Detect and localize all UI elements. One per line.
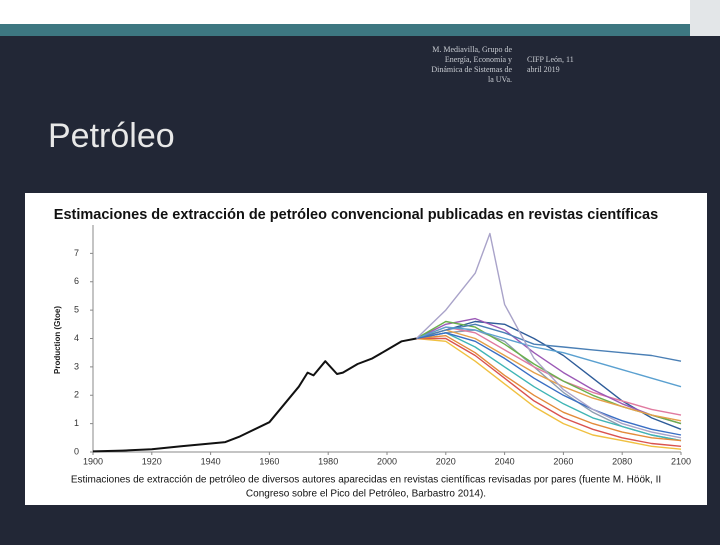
x-tick-label: 2080 (612, 456, 632, 466)
author-line: Dinámica de Sistemas de (431, 65, 512, 74)
y-tick-label: 1 (74, 418, 79, 428)
series-line (416, 337, 682, 450)
y-tick-label: 4 (74, 333, 79, 343)
event-line: CIFP León, 11 (527, 55, 574, 64)
chart-title: Estimaciones de extracción de petróleo c… (54, 207, 658, 223)
caption-line: Estimaciones de extracción de petróleo d… (71, 475, 661, 486)
x-tick-label: 2000 (377, 456, 397, 466)
author-line: la UVa. (488, 75, 512, 84)
y-tick-label: 6 (74, 276, 79, 286)
event-line: abril 2019 (527, 65, 560, 74)
y-tick-label: 5 (74, 305, 79, 315)
author-line: M. Mediavilla, Grupo de (432, 45, 512, 54)
series-line (416, 335, 682, 442)
series-line (416, 326, 682, 388)
y-axis-label: Production (Gtoe) (53, 306, 62, 374)
x-tick-label: 1960 (259, 456, 279, 466)
accent-bar (0, 24, 720, 36)
series-line (416, 323, 682, 362)
y-tick-label: 0 (74, 446, 79, 456)
slide-title: Petróleo (48, 117, 175, 155)
corner-block (690, 0, 720, 36)
y-tick-label: 3 (74, 361, 79, 371)
series-line (415, 232, 682, 439)
x-tick-label: 2040 (495, 456, 515, 466)
series-line (92, 337, 417, 453)
x-tick-label: 2100 (671, 456, 691, 466)
y-tick-label: 2 (74, 390, 79, 400)
x-tick-label: 2060 (553, 456, 573, 466)
author-line: Energía, Economía y (445, 55, 512, 64)
series-line (416, 332, 682, 442)
x-tick-label: 1980 (318, 456, 338, 466)
series-line (416, 332, 682, 436)
series-line (416, 329, 682, 422)
x-tick-label: 1900 (83, 456, 103, 466)
image-box (25, 193, 707, 505)
x-tick-label: 2020 (436, 456, 456, 466)
x-tick-label: 1940 (201, 456, 221, 466)
x-tick-label: 1920 (142, 456, 162, 466)
y-tick-label: 7 (74, 248, 79, 258)
top-band (0, 0, 720, 24)
series-line (416, 337, 682, 447)
caption-line: Congreso sobre el Pico del Petróleo, Bar… (246, 489, 486, 500)
series-line (416, 317, 682, 425)
